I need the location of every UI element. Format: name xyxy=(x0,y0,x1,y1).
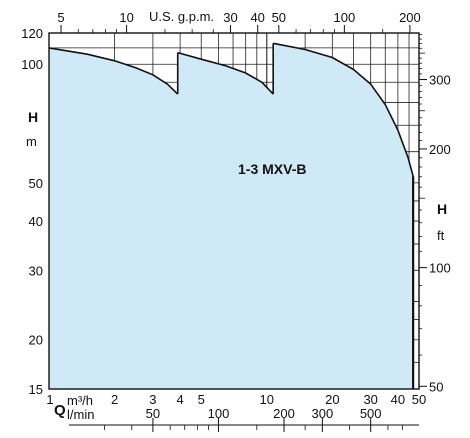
frame-rect xyxy=(48,32,420,390)
y-left-title: H xyxy=(28,109,38,125)
x-top-tick-label: 30 xyxy=(223,10,237,25)
y-left-tick-label: 100 xyxy=(21,57,43,72)
x-bottom-tick-label: 30 xyxy=(363,392,377,407)
plot-frame xyxy=(48,32,420,390)
x-bottom-tick-label: 2 xyxy=(111,392,118,407)
y-right-tick-label: 200 xyxy=(429,142,451,157)
x-bottom-symbol: Q xyxy=(54,402,66,419)
x-bottom-unit-m3h: m³/h xyxy=(67,393,93,408)
y-right-title: H xyxy=(437,201,447,217)
x-top-tick-label: 5 xyxy=(57,10,64,25)
x-bottom-tick-label: 4 xyxy=(176,392,183,407)
curve-segment xyxy=(273,42,414,177)
x-bottom-tick-label: 1 xyxy=(46,392,53,407)
curve-segment xyxy=(177,51,274,95)
curve-label: 1-3 MXV-B xyxy=(238,161,306,177)
x-lmin-tick-label: 100 xyxy=(208,406,230,421)
y-right-tick-label: 50 xyxy=(429,379,443,394)
tick-marks xyxy=(60,25,427,432)
x-bottom-tick-label: 10 xyxy=(260,392,274,407)
x-top-unit: U.S. g.p.m. xyxy=(149,9,214,24)
area-fill xyxy=(49,43,414,390)
y-right-tick-label: 300 xyxy=(429,73,451,88)
x-bottom-tick-label: 40 xyxy=(391,392,405,407)
y-left-tick-label: 20 xyxy=(29,333,43,348)
y-left-tick-label: 50 xyxy=(29,176,43,191)
y-left-tick-label: 120 xyxy=(21,26,43,41)
x-lmin-tick-label: 500 xyxy=(360,406,382,421)
x-bottom-tick-label: 5 xyxy=(198,392,205,407)
y-right-unit: ft xyxy=(437,228,445,243)
x-lmin-tick-label: 300 xyxy=(312,406,334,421)
x-bottom-tick-label: 50 xyxy=(412,392,426,407)
x-lmin-tick-label: 200 xyxy=(273,406,295,421)
x-top-tick-label: 40 xyxy=(250,10,264,25)
y-right-tick-label: 100 xyxy=(429,261,451,276)
x-top-tick-label: 200 xyxy=(399,10,421,25)
curve-segment xyxy=(48,47,179,95)
y-left-tick-label: 30 xyxy=(29,263,43,278)
y-left-tick-label: 40 xyxy=(29,214,43,229)
y-left-unit: m xyxy=(26,134,37,149)
x-top-tick-label: 10 xyxy=(119,10,133,25)
x-top-tick-label: 100 xyxy=(334,10,356,25)
x-bottom-unit-lmin: l/min xyxy=(67,407,94,422)
y-left-tick-label: 15 xyxy=(29,382,43,397)
performance-area xyxy=(48,42,415,390)
x-top-tick-label: 50 xyxy=(272,10,286,25)
x-bottom-tick-label: 20 xyxy=(325,392,339,407)
x-bottom-tick-label: 3 xyxy=(149,392,156,407)
x-lmin-tick-label: 50 xyxy=(146,406,160,421)
